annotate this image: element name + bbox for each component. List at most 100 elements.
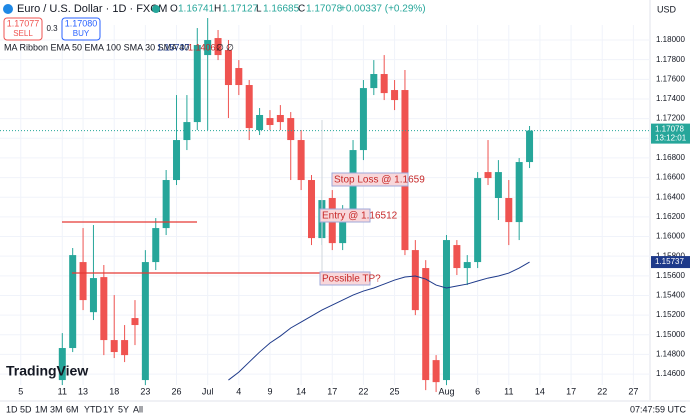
y-tick-label: 1.15000 — [656, 330, 685, 339]
y-tick-label: 1.16000 — [656, 232, 685, 241]
x-tick-label: 25 — [390, 386, 400, 396]
candle-body — [256, 114, 264, 131]
ohlc-change: +0.00337 (+0.29%) — [340, 4, 426, 15]
x-tick-label: Aug — [438, 386, 454, 396]
status-dot — [152, 5, 160, 13]
range-button[interactable]: 6M — [66, 404, 79, 414]
y-tick-label: 1.15800 — [656, 251, 685, 260]
candle-body — [100, 277, 108, 341]
indicator-value: 1.14061 — [188, 42, 221, 52]
currency: USD — [657, 4, 677, 14]
x-tick-label: 4 — [236, 386, 241, 396]
range-button[interactable]: 1M — [35, 404, 48, 414]
indicator-value: ∅ — [226, 42, 234, 52]
sell-button[interactable] — [3, 17, 43, 41]
y-tick-label: 1.16600 — [656, 173, 685, 182]
y-tick-label: 1.17400 — [656, 94, 685, 103]
ohlc-label: H — [214, 4, 221, 15]
y-tick-label: 1.14600 — [656, 369, 685, 378]
candle-body — [162, 180, 170, 229]
x-tick-label: 26 — [172, 386, 182, 396]
candle-body — [484, 172, 492, 179]
candle-body — [235, 68, 243, 86]
candle-body — [58, 348, 66, 381]
flag-icon — [3, 4, 13, 14]
ohlc-value: 1.17078 — [306, 4, 343, 15]
candle-body — [422, 268, 430, 381]
ohlc-label: O — [170, 4, 178, 15]
moving-average — [228, 261, 530, 381]
candle-body — [401, 90, 409, 251]
indicator: MA Ribbon EMA 50 EMA 100 SMA 30 SMA 40 — [4, 42, 189, 52]
range-button[interactable]: 1D — [6, 404, 18, 414]
range-button[interactable]: All — [133, 404, 143, 414]
x-tick-label: 5 — [18, 386, 23, 396]
x-tick-label: 13 — [78, 386, 88, 396]
x-tick-label: 11 — [504, 386, 513, 396]
range-button[interactable]: 5D — [20, 404, 32, 414]
candle-body — [131, 318, 139, 326]
ma-price-box — [651, 256, 690, 269]
buy-label: BUY — [73, 29, 90, 38]
x-tick-label: 14 — [296, 386, 306, 396]
candle-body — [297, 140, 305, 181]
range-button[interactable]: 3M — [50, 404, 63, 414]
candle-body — [442, 240, 450, 381]
y-tick-label: 1.17200 — [656, 114, 685, 123]
candle-body — [339, 212, 347, 244]
ohlc-value: 1.17127 — [222, 4, 259, 15]
last-price-label: 1.17078 — [655, 125, 684, 134]
range-button[interactable]: 5Y — [118, 404, 129, 414]
logo: TradingView — [6, 363, 88, 379]
y-tick-label: 1.18000 — [656, 35, 685, 44]
candle-body — [266, 118, 274, 126]
x-tick-label: 17 — [327, 386, 337, 396]
ohlc-label: C — [298, 4, 305, 15]
annotation: Stop Loss @ 1.1659 — [334, 175, 425, 186]
candle-body — [287, 118, 295, 141]
y-tick-label: 1.15400 — [656, 291, 685, 300]
candle-body — [141, 262, 149, 381]
candle-body — [432, 360, 440, 383]
y-tick-label: 1.16200 — [656, 212, 685, 221]
candle-body — [380, 74, 388, 94]
x-tick-label: 18 — [109, 386, 119, 396]
candle-body — [245, 85, 253, 129]
candle-body — [474, 178, 482, 263]
candle-body — [214, 38, 222, 56]
ma-price-label: 1.15737 — [655, 257, 684, 266]
annotation-box — [331, 172, 409, 187]
indicator-value: ∅ — [216, 42, 224, 52]
y-tick-label: 1.17800 — [656, 55, 685, 64]
buy-button[interactable] — [61, 17, 101, 41]
annotation: Entry @ 1.16512 — [322, 211, 398, 222]
y-tick-label: 1.15600 — [656, 271, 685, 280]
candle-body — [110, 340, 118, 353]
annotation-box — [319, 271, 371, 286]
range-button[interactable]: 1Y — [103, 404, 114, 414]
sell-price: 1.17077 — [7, 18, 40, 28]
y-tick-label: 1.15200 — [656, 310, 685, 319]
ohlc-value: 1.16685 — [263, 4, 300, 15]
x-tick-label: 9 — [267, 386, 272, 396]
ohlc-value: 1.16741 — [178, 4, 215, 15]
last-price-box — [651, 123, 690, 144]
x-tick-label: 27 — [628, 386, 638, 396]
candle-body — [453, 245, 461, 269]
x-tick-label: 23 — [140, 386, 150, 396]
indicator-value: 1.15737 — [157, 42, 190, 52]
y-tick-label: 1.16400 — [656, 192, 685, 201]
candle-body — [359, 88, 367, 151]
range-button[interactable]: YTD — [84, 404, 103, 414]
candle-body — [204, 40, 212, 56]
countdown: 13:12:01 — [655, 134, 687, 143]
y-tick-label: 1.14800 — [656, 350, 685, 359]
candle-body — [193, 45, 201, 123]
sell-label: SELL — [13, 29, 33, 38]
candle-body — [391, 90, 399, 101]
candle-body — [69, 255, 77, 349]
x-tick-label: 17 — [566, 386, 576, 396]
candle-body — [411, 250, 419, 311]
candle-body — [515, 162, 523, 223]
